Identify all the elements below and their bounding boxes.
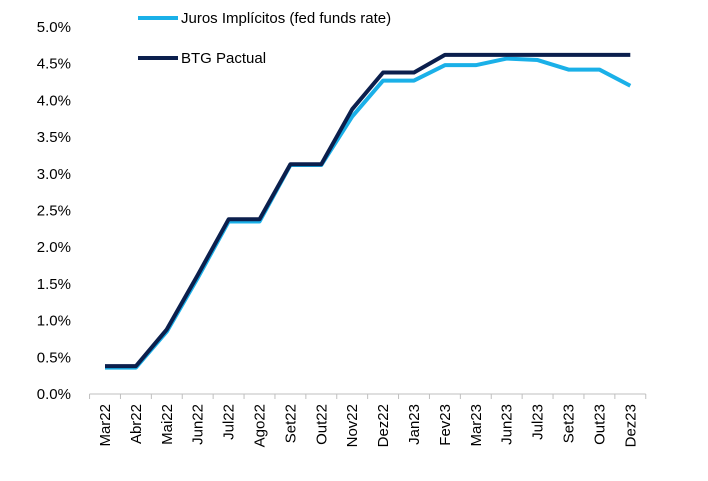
x-tick-label: Dez22 [375,404,392,447]
y-tick-label: 1.0% [37,313,71,330]
y-tick-label: 4.0% [37,92,71,109]
y-tick-label: 3.5% [37,129,71,146]
legend-label: Juros Implícitos (fed funds rate) [181,10,391,27]
y-tick-label: 4.5% [37,56,71,73]
x-tick-label: Set22 [282,404,299,443]
x-tick-label: Jun23 [499,404,516,445]
x-tick-label: Mar22 [97,404,114,447]
legend: Juros Implícitos (fed funds rate) BTG Pac… [138,10,391,67]
x-tick-label: Set23 [561,404,578,443]
x-tick-label: Jul23 [530,404,547,440]
series-line-juros-implicitos [105,56,632,370]
x-tick-label: Dez23 [622,404,639,447]
x-axis: Mar22 Abr22 Mai22 Jun22 Jul22 Ago22 Set22 Out22… [89,393,647,447]
series-line-btg-pactual [105,52,631,369]
x-tick-label: Jan23 [406,404,423,445]
y-tick-label: 1.5% [37,276,71,293]
x-tick-label: Out22 [313,404,330,445]
y-tick-label: 0.0% [37,386,71,403]
y-tick-label: 2.5% [37,203,71,220]
y-tick-label: 5.0% [37,19,71,36]
series-layer [105,52,632,370]
y-tick-label: 0.5% [37,349,71,366]
x-tick-label: Mar23 [468,404,485,447]
x-tick-label: Jul22 [221,404,238,440]
x-tick-label: Out23 [591,404,608,445]
x-tick-label: Ago22 [252,404,269,447]
y-tick-label: 3.0% [37,166,71,183]
x-tick-label: Fev23 [437,404,454,446]
y-tick-label: 2.0% [37,239,71,256]
x-tick-label: Nov22 [344,404,361,447]
x-tick-label: Abr22 [128,404,145,444]
y-axis: 0.0% 0.5% 1.0% 1.5% 2.0% 2.5% 3.0% 3.5% 4.0% 4.5%… [37,19,71,403]
x-tick-label: Mai22 [159,404,176,445]
legend-label: BTG Pactual [181,50,266,67]
x-tick-label: Jun22 [190,404,207,445]
